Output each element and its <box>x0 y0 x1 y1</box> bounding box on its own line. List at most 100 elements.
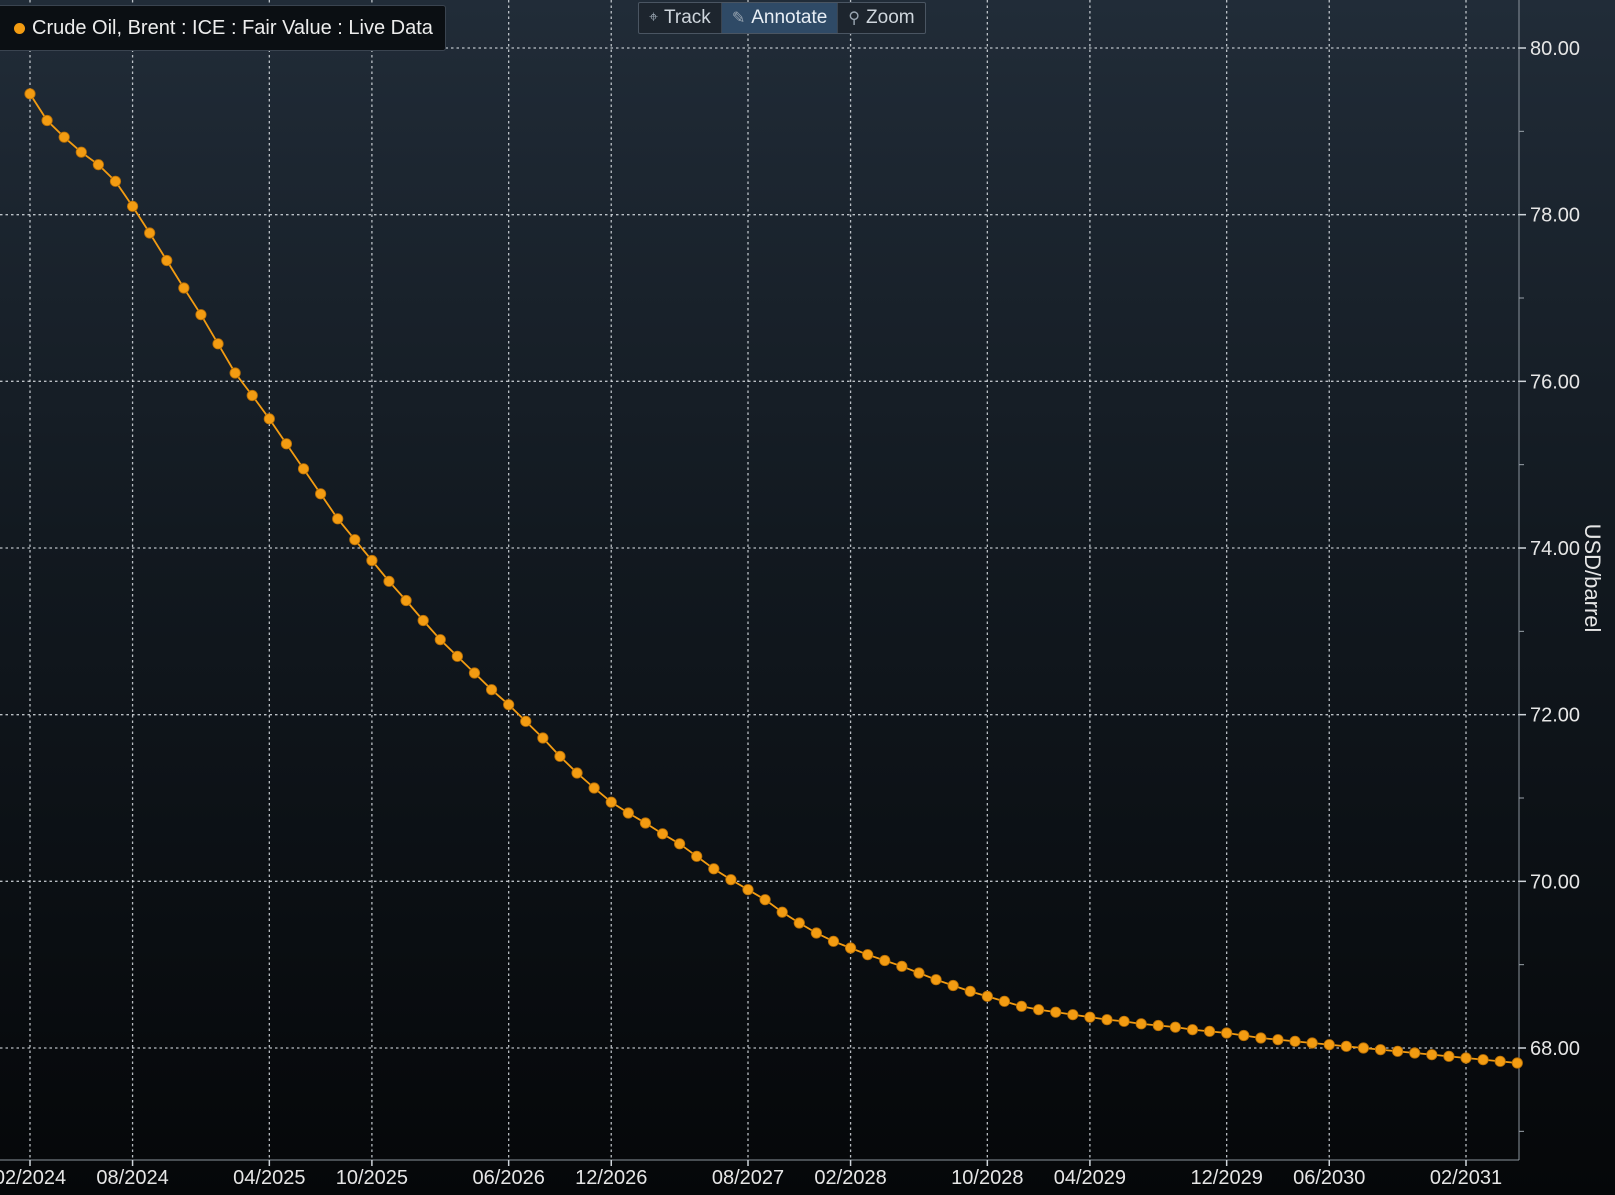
y-tick-label: 78.00 <box>1530 205 1580 227</box>
data-point <box>1152 1019 1164 1032</box>
data-point <box>1392 1045 1404 1057</box>
x-tick-label: 12/2026 <box>575 1167 647 1189</box>
data-point <box>161 254 173 267</box>
track-button[interactable]: ⌖ Track <box>639 3 722 33</box>
data-point <box>537 732 549 744</box>
data-point <box>759 894 771 906</box>
data-point <box>691 850 703 862</box>
data-point <box>776 906 788 918</box>
data-point <box>383 575 395 587</box>
data-point <box>1426 1049 1438 1061</box>
data-point <box>1494 1055 1506 1067</box>
data-point <box>297 463 310 475</box>
data-point <box>1323 1039 1335 1051</box>
data-point <box>1221 1027 1233 1039</box>
x-tick-label: 06/2030 <box>1293 1167 1365 1189</box>
data-point <box>349 534 361 546</box>
data-point <box>58 131 70 143</box>
data-point <box>126 200 139 212</box>
data-point <box>588 782 600 794</box>
data-point <box>1169 1021 1181 1033</box>
legend-marker-icon <box>14 22 25 34</box>
data-point <box>1255 1032 1267 1044</box>
data-point <box>656 828 669 840</box>
data-point <box>1409 1047 1421 1059</box>
data-point <box>366 554 378 567</box>
data-point <box>41 114 53 127</box>
data-point <box>998 995 1011 1007</box>
data-point <box>1511 1057 1523 1069</box>
data-point <box>879 954 891 967</box>
data-point <box>24 88 36 100</box>
legend-label: Crude Oil, Brent : ICE : Fair Value : Li… <box>32 16 433 39</box>
data-point <box>1135 1018 1147 1030</box>
data-point <box>1067 1009 1079 1021</box>
annotate-button[interactable]: ✎ Annotate <box>721 3 839 33</box>
data-point <box>896 960 908 972</box>
data-point <box>1272 1034 1284 1046</box>
data-point <box>827 935 840 947</box>
legend[interactable]: Crude Oil, Brent : ICE : Fair Value : Li… <box>0 5 446 51</box>
data-point <box>485 684 498 696</box>
data-point <box>92 159 104 171</box>
y-tick-label: 72.00 <box>1530 705 1580 727</box>
data-point <box>1306 1037 1318 1049</box>
data-point <box>417 614 429 627</box>
data-point <box>1289 1035 1301 1047</box>
data-point <box>1101 1014 1113 1026</box>
data-point <box>605 796 617 808</box>
data-point <box>844 942 857 954</box>
x-tick-label: 12/2029 <box>1191 1167 1263 1189</box>
x-tick-label: 02/2028 <box>814 1167 886 1189</box>
data-point <box>1015 1000 1028 1012</box>
x-tick-label: 02/2024 <box>0 1167 66 1189</box>
x-tick-label: 06/2026 <box>473 1167 545 1189</box>
data-point <box>520 715 532 727</box>
y-tick-label: 68.00 <box>1530 1038 1580 1060</box>
crosshair-icon: ⌖ <box>649 9 659 26</box>
data-point <box>1186 1024 1199 1036</box>
data-point <box>571 767 583 779</box>
zoom-button[interactable]: ⚲ Zoom <box>838 3 924 33</box>
data-point <box>1460 1052 1472 1064</box>
data-point <box>503 699 515 711</box>
data-point <box>1357 1042 1370 1054</box>
data-point <box>1443 1050 1455 1062</box>
data-point <box>1118 1015 1130 1027</box>
chart-toolbar: ⌖ Track ✎ Annotate ⚲ Zoom <box>638 2 926 34</box>
data-point <box>246 389 258 402</box>
data-point <box>400 594 412 607</box>
data-point <box>742 884 754 896</box>
data-point <box>451 650 463 662</box>
x-tick-label: 08/2024 <box>96 1167 168 1189</box>
data-point <box>332 513 344 525</box>
data-point <box>639 817 652 829</box>
y-axis-title: USD/barrel <box>1580 523 1605 633</box>
data-point <box>434 634 446 646</box>
data-point <box>144 227 156 239</box>
data-point <box>212 338 224 350</box>
track-label: Track <box>664 7 711 28</box>
y-tick-label: 70.00 <box>1530 871 1580 893</box>
data-point <box>178 282 190 294</box>
series-line <box>29 93 1518 1064</box>
data-point <box>280 438 293 450</box>
zoom-label: Zoom <box>866 7 915 28</box>
x-tick-label: 08/2027 <box>712 1167 784 1189</box>
data-point <box>725 874 737 886</box>
x-tick-label: 10/2028 <box>951 1167 1023 1189</box>
data-point <box>195 309 207 321</box>
annotate-label: Annotate <box>751 7 828 28</box>
x-tick-label: 04/2025 <box>233 1167 305 1189</box>
y-tick-label: 80.00 <box>1530 38 1580 60</box>
data-point <box>674 838 686 850</box>
data-point <box>810 927 822 939</box>
data-point <box>1084 1011 1096 1023</box>
data-point <box>793 917 805 929</box>
data-point <box>913 967 925 979</box>
data-point <box>862 949 874 961</box>
data-point <box>554 750 566 762</box>
data-point <box>75 146 87 158</box>
data-point <box>964 985 976 997</box>
pencil-icon: ✎ <box>731 10 746 27</box>
